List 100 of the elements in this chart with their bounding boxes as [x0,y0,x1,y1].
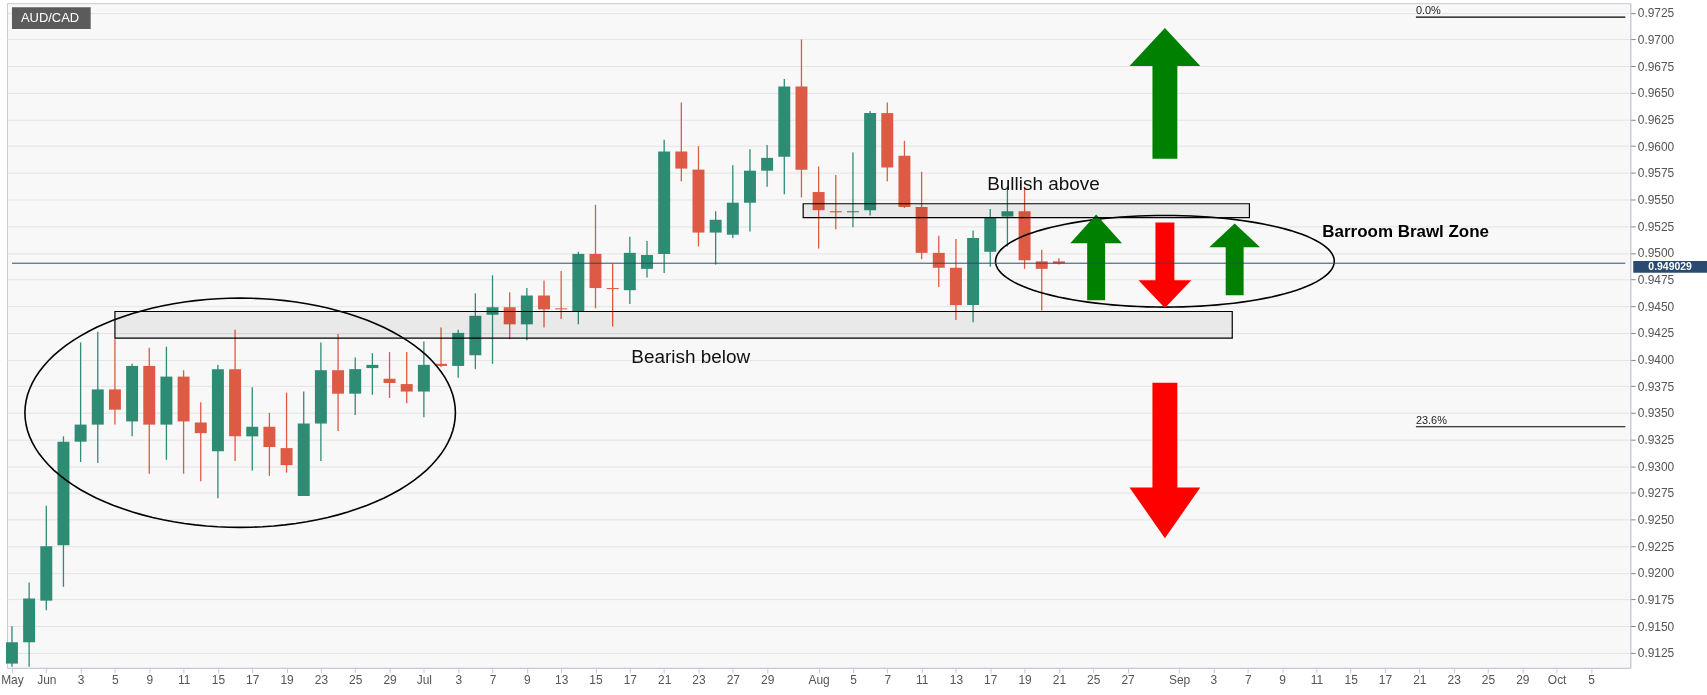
x-tick-label: Jul [416,673,432,688]
x-tick-label: 17 [1378,673,1393,688]
x-tick-label: 29 [1516,673,1530,688]
y-tick-label: 0.9200 [1637,566,1675,581]
x-tick-label: 15 [589,673,603,688]
x-tick-label: 5 [1588,673,1596,688]
candlestick [246,386,259,472]
x-tick-label: 9 [524,673,532,688]
candlestick [194,401,207,482]
y-tick-label: 0.9525 [1637,219,1675,234]
y-tick-label: 0.9175 [1637,593,1675,608]
y-tick-label: 0.9600 [1637,139,1675,154]
y-tick-label: 0.9225 [1637,539,1675,554]
text: AUD/CAD [20,10,80,26]
x-tick-label: Aug [808,673,830,688]
x-tick-label: 3 [455,673,463,688]
x-tick-label: Oct [1547,673,1568,688]
band-label: Bearish below [631,346,751,368]
x-tick-label: 17 [984,673,998,688]
annotation: 0.0% [1415,4,1442,17]
candlestick [486,274,499,365]
x-tick-label: 23 [692,673,706,688]
x-tick-label: 5 [850,673,858,688]
y-tick-label: 0.9625 [1637,112,1675,127]
x-tick-label: 11 [915,673,929,688]
candlestick [709,210,722,266]
y-tick-label: 0.9300 [1637,459,1675,474]
y-tick-label: 0.9675 [1637,59,1675,74]
x-tick-label: 13 [949,673,964,688]
candlestick [606,262,619,328]
x-tick-label: 7 [489,673,497,688]
x-tick-label: 3 [77,673,85,688]
y-tick-label: 0.9475 [1637,273,1675,287]
x-tick-label: 13 [555,673,569,688]
candlestick [761,144,774,188]
x-tick-label: Jun [37,673,57,688]
y-tick-label: 0.9450 [1637,299,1675,314]
y-tick-label: 0.9425 [1637,326,1675,341]
candlestick [383,351,396,399]
x-tick-label: 15 [211,673,226,688]
candlestick [503,291,516,340]
candlestick [74,341,87,463]
x-tick-label: 3 [1210,673,1218,688]
x-tick-label: 19 [1018,673,1033,688]
x-tick-label: 27 [1121,673,1136,688]
x-tick-label: 25 [349,673,363,688]
x-tick-label: 11 [1310,673,1324,688]
x-tick-label: 9 [146,673,154,688]
x-tick-label: 5 [112,673,120,688]
candlestick [5,625,18,668]
annotation: Barroom Brawl Zone [1322,222,1489,242]
y-tick-label: 0.9700 [1637,32,1675,47]
candlestick [555,270,568,320]
candlestick [263,412,276,477]
candlestick [829,174,842,231]
x-tick-label: 23 [314,673,329,688]
x-tick-label: 23 [1447,673,1462,688]
candlestick [280,391,293,474]
candlestick [675,101,688,183]
candlestick [641,240,653,279]
band-label: Bullish above [987,172,1100,194]
x-tick-label: 25 [1087,673,1101,688]
x-tick-label: Sep [1168,673,1191,688]
x-tick-label: 21 [1052,673,1067,688]
candlestick [332,333,345,432]
x-tick-label: 29 [383,673,398,688]
x-tick-label: 29 [760,673,775,688]
x-tick-label: 7 [1244,673,1252,688]
y-tick-label: 0.9250 [1637,513,1675,528]
y-tick-label: 0.9650 [1637,86,1675,101]
y-tick-label: 0.9275 [1637,486,1675,501]
y-tick-label: 0.9500 [1637,246,1675,261]
ref-line-label: 0.949029 [1648,260,1693,272]
x-tick-label: 27 [726,673,741,688]
annotation: 23.6% [1415,413,1448,426]
y-tick-label: 0.9575 [1637,166,1675,181]
candlestick [846,151,859,228]
candlestick [1035,248,1048,312]
x-tick-label: 25 [1481,673,1496,688]
candlestick [932,235,945,288]
y-tick-label: 0.9375 [1637,379,1675,394]
y-tick-label: 0.9125 [1637,646,1675,661]
candlestick [400,351,413,404]
y-tick-label: 0.9550 [1637,192,1675,207]
y-tick-label: 0.9350 [1637,406,1675,421]
y-tick-label: 0.9150 [1637,619,1675,634]
x-tick-label: 17 [623,673,638,688]
candlestick [108,338,121,426]
y-tick-label: 0.9325 [1637,433,1675,448]
candlestick [366,352,379,396]
x-tick-label: 21 [658,673,672,688]
x-tick-label: 7 [884,673,892,688]
x-tick-label: 11 [177,673,191,688]
y-tick-label: 0.9400 [1637,353,1675,368]
x-tick-label: 21 [1413,673,1427,688]
x-tick-label: 15 [1344,673,1359,688]
x-tick-label: May [1,673,24,688]
x-tick-label: 9 [1279,673,1287,688]
x-tick-label: 19 [280,673,295,688]
x-tick-label: 17 [246,673,260,688]
